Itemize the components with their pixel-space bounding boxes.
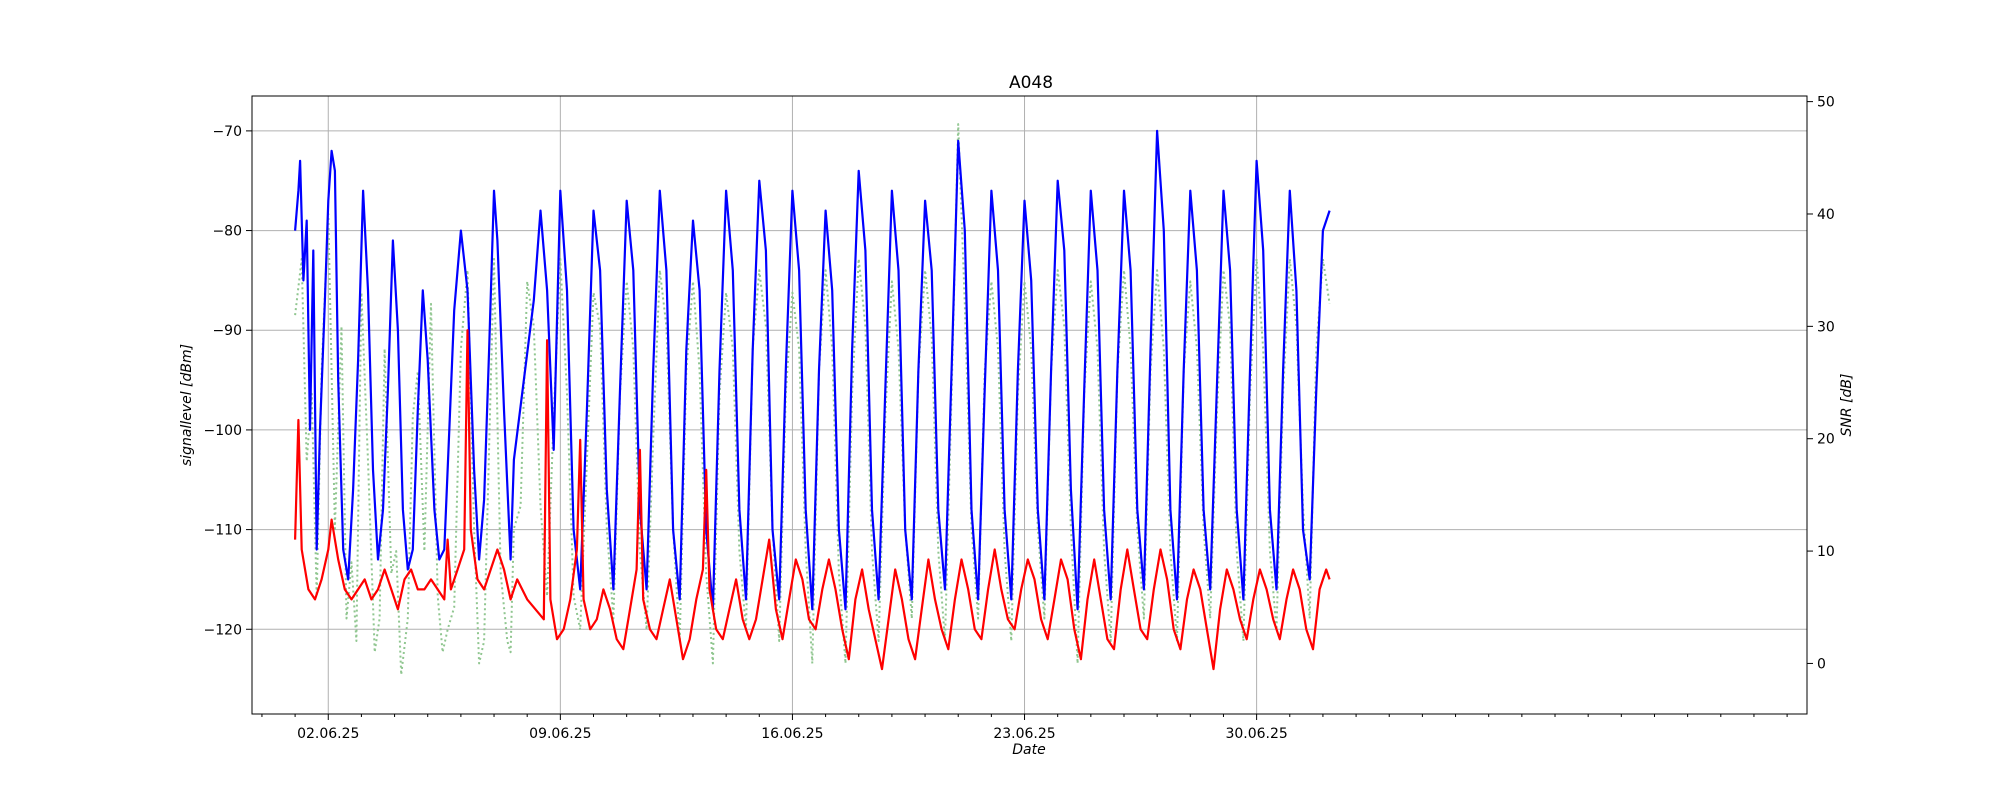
y-tick-label: −120	[204, 622, 242, 638]
y2-tick-label: 50	[1817, 95, 1835, 111]
x-tick-label: 16.06.25	[761, 726, 823, 742]
y2-tick-label: 20	[1817, 432, 1835, 448]
y-tick-label: −100	[204, 423, 242, 439]
y-tick-label: −70	[212, 124, 242, 140]
x-tick-label: 30.06.25	[1225, 726, 1287, 742]
y-tick-label: −90	[212, 323, 242, 339]
y2-tick-label: 10	[1817, 544, 1835, 560]
y-axis-right: 0 10 20 30 40 50	[1807, 95, 1835, 672]
y-tick-label: −110	[204, 523, 242, 539]
plot-area	[252, 96, 1807, 714]
grid	[252, 96, 1807, 714]
x-tick-label: 02.06.25	[297, 726, 359, 742]
y2-tick-label: 30	[1817, 319, 1835, 335]
x-tick-label: 09.06.25	[529, 726, 591, 742]
series-line-noise	[294, 329, 1331, 671]
series-line-signallevel	[294, 129, 1331, 611]
y-axis-left: −70 −80 −90 −100 −110 −120	[204, 124, 252, 638]
y2-axis-label: SNR [dB]	[1839, 374, 1855, 437]
y-tick-label: −80	[212, 224, 242, 240]
plot-frame	[251, 95, 1808, 715]
series-layer	[294, 123, 1331, 676]
series-line-snr	[294, 123, 1331, 676]
x-tick-label: 23.06.25	[993, 726, 1055, 742]
y2-tick-label: 0	[1817, 656, 1826, 672]
chart-title: A048	[1009, 73, 1053, 93]
x-axis: 02.06.25 09.06.25 16.06.25 23.06.25 30.06.25	[261, 714, 1788, 742]
y-axis-label: signallevel [dBm]	[179, 344, 195, 466]
y2-tick-label: 40	[1817, 207, 1835, 223]
x-axis-label: Date	[1012, 742, 1045, 758]
